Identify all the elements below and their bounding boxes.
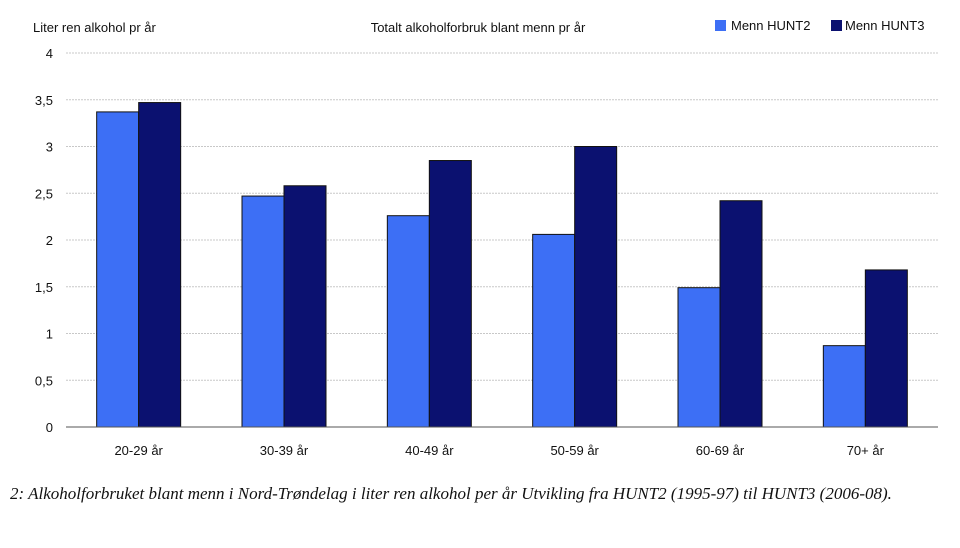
bar-hunt2 [96,111,140,428]
bar-hunt3 [864,269,908,428]
x-tick-label: 20-29 år [114,443,163,458]
y-tick-label: 3 [46,140,53,155]
x-tick-label: 40-49 år [405,443,454,458]
gridlines [66,52,938,381]
x-tick-label: 30-39 år [260,443,309,458]
y-tick-label: 3,5 [35,93,53,108]
bar-hunt2 [532,233,576,428]
y-tick-label: 0 [46,420,53,435]
legend-swatch-hunt3 [831,20,842,31]
y-axis-ticks: 0 0,5 1 1,5 2 2,5 3 3,5 4 [35,46,53,435]
bar-chart: 0 0,5 1 1,5 2 2,5 3 3,5 4 20-29 år 30-39 år 40-49 … [33,18,938,458]
x-tick-label: 60-69 år [696,443,745,458]
y-axis-label: Liter ren alkohol pr år [33,20,157,35]
y-tick-label: 0,5 [35,373,53,388]
bar-hunt3 [138,102,182,428]
bars [96,102,908,428]
chart-title: Totalt alkoholforbruk blant menn pr år [371,20,586,35]
legend-label-hunt2: Menn HUNT2 [731,18,810,33]
x-tick-label: 50-59 år [550,443,599,458]
y-tick-label: 4 [46,46,53,61]
legend: Menn HUNT2 Menn HUNT3 [715,18,924,33]
bar-hunt2 [822,345,866,428]
bar-hunt2 [241,195,285,428]
bar-hunt3 [574,146,618,428]
bar-hunt3 [719,200,763,428]
x-tick-label: 70+ år [847,443,885,458]
y-tick-label: 1 [46,327,53,342]
legend-label-hunt3: Menn HUNT3 [845,18,924,33]
bar-hunt2 [677,287,721,428]
legend-swatch-hunt2 [715,20,726,31]
y-tick-label: 1,5 [35,280,53,295]
figure-caption: 2: Alkoholforbruket blant menn i Nord-Tr… [10,484,892,503]
x-axis-ticks: 20-29 år 30-39 år 40-49 år 50-59 år 60-69 år… [114,443,884,458]
bar-hunt2 [386,215,430,428]
y-tick-label: 2,5 [35,186,53,201]
bar-hunt3 [428,160,472,428]
y-tick-label: 2 [46,233,53,248]
bar-hunt3 [283,185,327,428]
